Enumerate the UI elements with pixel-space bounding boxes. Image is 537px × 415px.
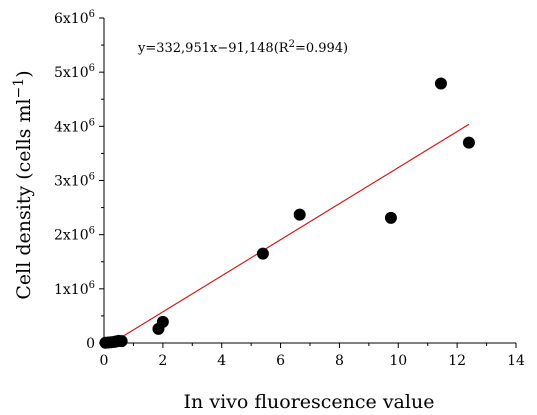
y-axis-title: Cell density (cells ml−1)	[11, 70, 35, 299]
y-tick-label: 3x106	[54, 172, 95, 190]
x-tick-label: 14	[507, 353, 525, 369]
y-axis-title-close: )	[13, 70, 35, 77]
x-tick-label: 0	[100, 353, 109, 369]
data-point	[293, 208, 306, 221]
y-tick-label: 5x106	[54, 63, 95, 81]
x-axis-title: In vivo fluorescence value	[184, 391, 435, 413]
y-axis-ticks: 0 1x106 2x106 3x106 4x106 5x106 6x106	[54, 9, 104, 352]
x-tick-label: 4	[217, 353, 226, 369]
x-tick-label: 10	[389, 353, 407, 369]
data-point	[156, 315, 169, 328]
x-tick-label: 8	[335, 353, 344, 369]
regression-equation: y=332,951x−91,148(R2=0.994)	[137, 39, 348, 56]
regression-equation-suffix: =0.994)	[295, 41, 348, 56]
regression-equation-prefix: y=332,951x−91,148(R	[137, 41, 290, 56]
y-tick-label: 4x106	[54, 117, 95, 135]
data-point	[256, 247, 269, 260]
data-points	[99, 77, 475, 349]
y-tick-label: 2x106	[54, 226, 95, 244]
x-tick-label: 12	[448, 353, 466, 369]
x-tick-label: 6	[276, 353, 285, 369]
fit-line	[111, 123, 470, 344]
y-tick-label: 0	[86, 336, 95, 352]
y-axis-title-main: Cell density (cells ml	[13, 98, 35, 299]
y-axis-title-sup: −1	[11, 78, 27, 99]
x-axis-ticks: 0 2 4 6 8 10 12 14	[100, 343, 525, 369]
data-point	[462, 136, 475, 149]
data-point	[115, 335, 128, 348]
data-point	[434, 77, 447, 90]
axes	[103, 18, 516, 344]
regression-equation-sup: 2	[289, 39, 295, 50]
data-point	[384, 211, 397, 224]
y-tick-label: 6x106	[54, 9, 95, 27]
y-tick-label: 1x106	[54, 280, 95, 298]
x-tick-label: 2	[158, 353, 167, 369]
